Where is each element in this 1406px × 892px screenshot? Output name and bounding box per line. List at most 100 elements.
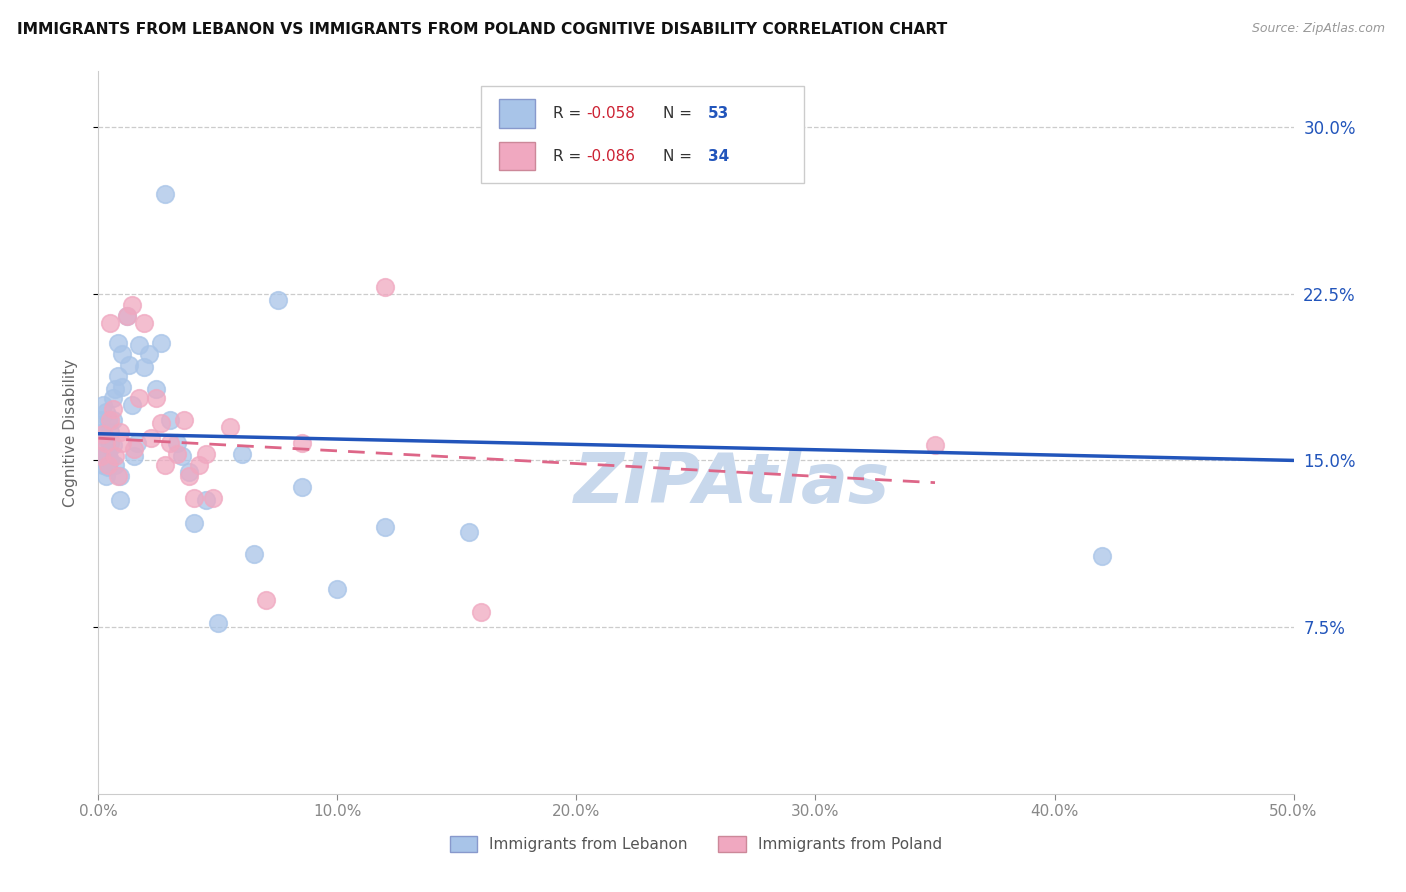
Point xyxy=(97,447,120,461)
Point xyxy=(115,309,138,323)
Point xyxy=(374,280,396,294)
Point xyxy=(107,469,129,483)
Point xyxy=(159,413,181,427)
Point xyxy=(139,431,162,445)
Point xyxy=(97,413,120,427)
Point xyxy=(108,425,131,439)
Point xyxy=(90,413,112,427)
Point xyxy=(195,493,218,508)
Point xyxy=(128,391,150,405)
Point xyxy=(94,435,117,450)
Point xyxy=(267,293,290,308)
Point xyxy=(98,435,122,450)
Point xyxy=(254,593,277,607)
Point xyxy=(291,435,314,450)
Point xyxy=(115,309,138,323)
Point xyxy=(121,298,143,312)
Point xyxy=(111,347,134,361)
Point xyxy=(90,435,112,450)
Point xyxy=(138,347,160,361)
Point xyxy=(111,380,134,394)
Point xyxy=(94,404,117,418)
Point xyxy=(183,491,205,506)
Point xyxy=(97,460,120,475)
Point xyxy=(179,469,201,483)
Point xyxy=(207,615,229,630)
Point xyxy=(458,524,481,539)
Point xyxy=(173,413,195,427)
Point xyxy=(104,382,127,396)
Text: 34: 34 xyxy=(709,149,730,163)
Legend: Immigrants from Lebanon, Immigrants from Poland: Immigrants from Lebanon, Immigrants from… xyxy=(443,830,949,858)
Bar xyxy=(499,142,534,170)
Point xyxy=(91,398,114,412)
Point xyxy=(149,416,172,430)
Point xyxy=(166,435,188,450)
Text: -0.086: -0.086 xyxy=(586,149,636,163)
Point xyxy=(90,449,112,463)
Point xyxy=(104,458,127,472)
Point xyxy=(107,368,129,383)
Y-axis label: Cognitive Disability: Cognitive Disability xyxy=(63,359,77,507)
Point xyxy=(108,493,131,508)
Point xyxy=(172,449,194,463)
Text: N =: N = xyxy=(662,105,696,120)
Point xyxy=(202,491,225,506)
Text: 53: 53 xyxy=(709,105,730,120)
Text: IMMIGRANTS FROM LEBANON VS IMMIGRANTS FROM POLAND COGNITIVE DISABILITY CORRELATI: IMMIGRANTS FROM LEBANON VS IMMIGRANTS FR… xyxy=(17,22,948,37)
Text: ZIPAtlas: ZIPAtlas xyxy=(574,450,890,516)
Point xyxy=(98,413,122,427)
Point xyxy=(219,420,242,434)
Point xyxy=(243,547,266,561)
Point xyxy=(470,605,492,619)
Point xyxy=(107,335,129,350)
Point xyxy=(187,458,209,472)
Point xyxy=(91,425,114,439)
Point xyxy=(145,382,167,396)
Point xyxy=(101,402,124,417)
Point xyxy=(124,442,146,457)
Point xyxy=(98,316,122,330)
Point xyxy=(155,186,177,201)
Point xyxy=(132,359,155,374)
Point xyxy=(124,449,146,463)
Point xyxy=(183,516,205,530)
Point xyxy=(291,480,314,494)
Point xyxy=(155,458,177,472)
Point xyxy=(121,398,143,412)
Point xyxy=(231,447,253,461)
Point xyxy=(94,447,117,461)
Point xyxy=(166,447,188,461)
Text: -0.058: -0.058 xyxy=(586,105,636,120)
Point xyxy=(125,435,148,450)
Point xyxy=(374,520,396,534)
Point xyxy=(111,435,134,450)
Point xyxy=(90,453,112,467)
Point xyxy=(101,413,124,427)
Point xyxy=(924,438,946,452)
Point xyxy=(94,469,117,483)
Point xyxy=(97,458,120,472)
Point xyxy=(104,449,127,463)
FancyBboxPatch shape xyxy=(481,86,804,184)
Point xyxy=(108,469,131,483)
Text: Source: ZipAtlas.com: Source: ZipAtlas.com xyxy=(1251,22,1385,36)
Point xyxy=(98,425,122,439)
Point xyxy=(132,316,155,330)
Point xyxy=(326,582,349,597)
Text: R =: R = xyxy=(553,105,586,120)
Point xyxy=(101,438,124,452)
Point xyxy=(98,453,122,467)
Text: R =: R = xyxy=(553,149,586,163)
Point xyxy=(149,335,172,350)
Point xyxy=(101,391,124,405)
Point xyxy=(91,458,114,472)
Point xyxy=(1091,549,1114,563)
Point xyxy=(118,358,141,372)
Bar xyxy=(499,99,534,128)
Point xyxy=(128,338,150,352)
Point xyxy=(195,447,218,461)
Point xyxy=(91,426,114,441)
Text: N =: N = xyxy=(662,149,696,163)
Point xyxy=(159,435,181,450)
